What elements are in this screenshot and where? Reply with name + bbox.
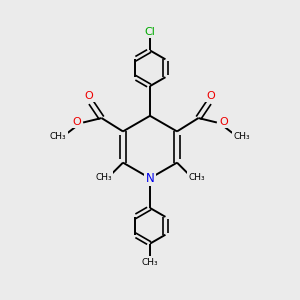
Text: CH₃: CH₃	[188, 173, 205, 182]
Text: CH₃: CH₃	[95, 173, 112, 182]
Text: O: O	[219, 117, 228, 127]
Text: O: O	[84, 91, 93, 101]
Text: CH₃: CH₃	[233, 132, 250, 141]
Text: Cl: Cl	[145, 27, 155, 37]
Text: N: N	[146, 172, 154, 185]
Text: CH₃: CH₃	[50, 132, 67, 141]
Text: O: O	[207, 91, 216, 101]
Text: O: O	[72, 117, 81, 127]
Text: CH₃: CH₃	[142, 258, 158, 267]
